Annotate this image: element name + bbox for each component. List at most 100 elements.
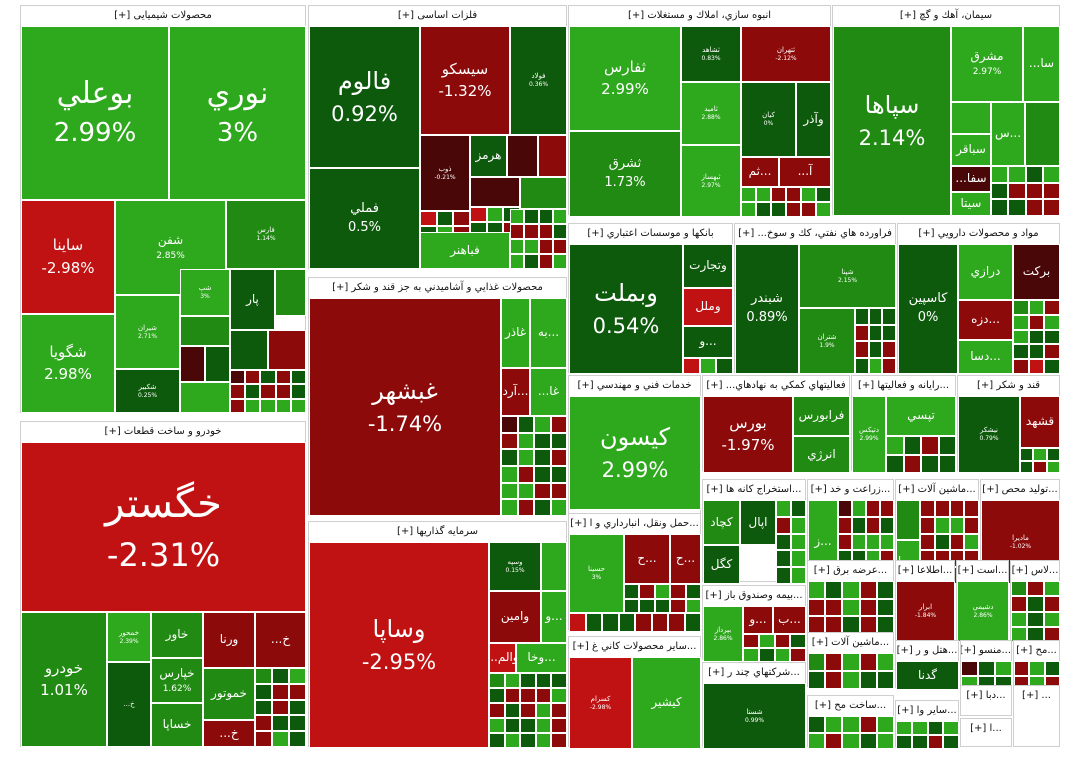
stock-tile[interactable]: خ... (255, 612, 306, 668)
treemap-cell[interactable] (949, 516, 965, 534)
sector-title[interactable]: ... [+] (1022, 690, 1051, 701)
stock-tile[interactable]: ذوب -0.21% (420, 135, 470, 211)
treemap-cell[interactable] (290, 370, 306, 385)
treemap-cell[interactable] (880, 516, 894, 534)
treemap-cell[interactable] (855, 324, 869, 341)
stock-tile[interactable]: ...دزه (958, 300, 1013, 340)
treemap-cell[interactable] (842, 716, 860, 733)
stock-tile[interactable]: خموتور (203, 668, 255, 720)
treemap-cell[interactable] (774, 634, 791, 648)
treemap-cell[interactable] (639, 598, 655, 613)
sector-title[interactable]: ...ماشين آلات [+] (898, 484, 976, 495)
treemap-cell[interactable] (486, 207, 504, 222)
sector-title[interactable]: ...شركتهاي چند ر [+] (708, 667, 800, 678)
treemap-cell[interactable] (808, 732, 826, 749)
treemap-cell[interactable] (816, 187, 831, 202)
treemap-cell[interactable] (876, 716, 894, 733)
treemap-cell[interactable] (991, 166, 1009, 183)
treemap-cell[interactable] (776, 550, 791, 568)
stock-tile[interactable]: وملل (683, 288, 733, 326)
treemap-cell[interactable] (602, 613, 619, 632)
treemap-cell[interactable] (552, 209, 567, 224)
treemap-cell[interactable] (920, 500, 935, 517)
treemap-cell[interactable] (260, 370, 276, 385)
treemap-cell[interactable] (1028, 359, 1045, 374)
treemap-cell[interactable] (517, 416, 534, 433)
treemap-cell[interactable] (504, 673, 521, 688)
treemap-cell[interactable] (501, 482, 518, 500)
treemap-cell[interactable] (791, 567, 806, 584)
treemap-cell[interactable] (453, 211, 470, 226)
treemap-cell[interactable] (741, 202, 756, 217)
treemap-cell[interactable] (838, 516, 852, 534)
treemap-cell[interactable] (535, 703, 552, 718)
sector-title[interactable]: فعاليتهاي كمكي به نهادهاي... [+] (706, 380, 846, 391)
stock-tile[interactable]: ...آرد (501, 368, 530, 416)
stock-tile[interactable]: ...و (683, 326, 733, 358)
treemap-cell[interactable] (1027, 581, 1044, 597)
stock-tile[interactable]: خ... (107, 662, 151, 747)
stock-tile[interactable]: فرابورس (793, 396, 850, 436)
treemap-cell[interactable] (838, 533, 852, 551)
treemap-cell[interactable] (585, 613, 602, 632)
treemap-cell[interactable] (668, 613, 685, 632)
treemap-cell[interactable] (535, 688, 552, 703)
stock-tile[interactable]: ساينا -2.98% (21, 200, 115, 314)
stock-tile[interactable]: مشرق 2.97% (951, 26, 1023, 102)
treemap-cell[interactable] (517, 449, 534, 466)
treemap-cell[interactable] (510, 209, 525, 224)
treemap-cell[interactable] (275, 370, 291, 385)
stock-tile[interactable] (180, 382, 230, 413)
treemap-cell[interactable] (699, 358, 717, 374)
treemap-cell[interactable] (842, 581, 860, 599)
stock-tile[interactable] (1025, 102, 1060, 166)
treemap-cell[interactable] (255, 731, 272, 747)
treemap-cell[interactable] (866, 533, 880, 551)
sector-title[interactable]: محصولات شیمیایی [+] (114, 10, 212, 21)
treemap-cell[interactable] (520, 703, 536, 718)
treemap-cell[interactable] (1020, 460, 1034, 473)
treemap-cell[interactable] (551, 673, 567, 688)
treemap-cell[interactable] (260, 398, 276, 413)
treemap-cell[interactable] (289, 715, 306, 732)
treemap-cell[interactable] (868, 341, 883, 358)
treemap-cell[interactable] (842, 671, 860, 689)
treemap-cell[interactable] (510, 239, 525, 254)
treemap-cell[interactable] (1011, 596, 1028, 612)
stock-tile[interactable]: بورس -1.97% (703, 396, 793, 473)
treemap-cell[interactable] (741, 187, 756, 202)
treemap-cell[interactable] (1013, 314, 1029, 330)
treemap-cell[interactable] (776, 533, 791, 551)
stock-tile[interactable]: كيشير (632, 657, 701, 749)
treemap-cell[interactable] (1028, 329, 1045, 345)
stock-tile[interactable]: ثبهساز 2.97% (681, 145, 741, 217)
stock-tile[interactable]: شفن 2.85% (115, 200, 226, 295)
treemap-cell[interactable] (859, 581, 877, 599)
stock-tile[interactable]: شتران 1.9% (799, 308, 855, 374)
sector-title[interactable]: ...مح [+] (1016, 645, 1057, 656)
treemap-cell[interactable] (489, 688, 505, 703)
treemap-cell[interactable] (654, 584, 671, 599)
treemap-cell[interactable] (920, 516, 935, 534)
treemap-cell[interactable] (535, 718, 552, 733)
treemap-cell[interactable] (683, 358, 700, 374)
treemap-cell[interactable] (255, 683, 272, 700)
treemap-cell[interactable] (934, 500, 950, 517)
treemap-cell[interactable] (501, 499, 518, 516)
treemap-cell[interactable] (1008, 199, 1026, 216)
treemap-cell[interactable] (504, 733, 521, 748)
sector-title[interactable]: ...هتل و ر [+] (896, 645, 958, 656)
treemap-cell[interactable] (538, 254, 553, 269)
treemap-cell[interactable] (436, 211, 454, 226)
stock-tile[interactable] (470, 177, 520, 207)
stock-tile[interactable]: فباهنر (420, 232, 510, 269)
stock-tile[interactable]: ورنا (203, 612, 255, 668)
treemap-cell[interactable] (245, 370, 261, 385)
stock-tile[interactable]: ابرار -1.84% (896, 581, 955, 642)
treemap-cell[interactable] (1020, 448, 1034, 461)
treemap-cell[interactable] (272, 683, 289, 700)
stock-tile[interactable]: ...ح (624, 534, 670, 584)
treemap-cell[interactable] (842, 598, 860, 617)
treemap-cell[interactable] (501, 416, 518, 433)
treemap-cell[interactable] (1013, 329, 1029, 345)
